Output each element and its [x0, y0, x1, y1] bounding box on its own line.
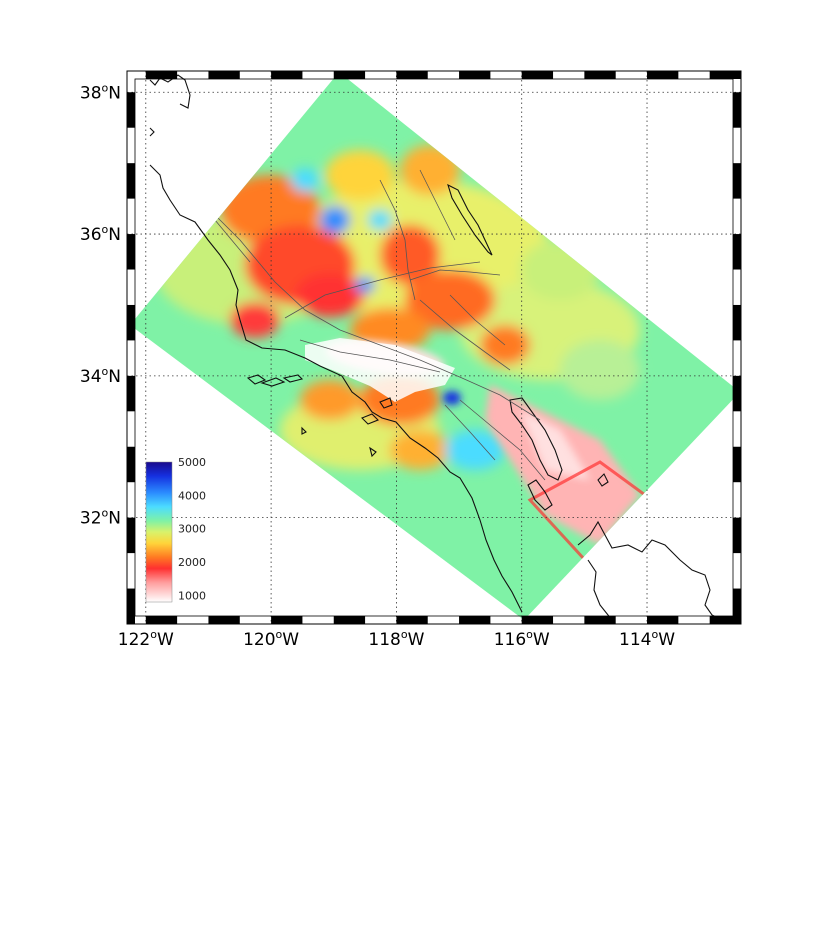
- colorbar: 5000 4000 3000 2000 1000: [145, 456, 206, 603]
- lat-tick-label-1: 36oN: [80, 223, 121, 245]
- colorbar-tick-label-1: 4000: [178, 489, 206, 502]
- lon-tick-label-2: 118oW: [368, 628, 424, 650]
- lon-tick-label-3: 116oW: [494, 628, 550, 650]
- lat-tick-label-3: 32oN: [80, 507, 121, 529]
- colorbar-tick-label-3: 2000: [178, 556, 206, 569]
- lat-tick-label-0: 38oN: [80, 81, 121, 103]
- colorbar-tick-label-2: 3000: [178, 523, 206, 536]
- latitude-tick-labels: 38oN 36oN 34oN 32oN: [80, 81, 121, 528]
- colorbar-tick-label-0: 5000: [178, 456, 206, 469]
- longitude-tick-labels: 122oW 120oW 118oW 116oW 114oW: [118, 628, 675, 650]
- lon-tick-label-0: 122oW: [118, 628, 174, 650]
- colorbar-scale: [145, 461, 173, 603]
- graticule: [127, 71, 741, 624]
- map-frame: [126, 70, 742, 625]
- lon-tick-label-4: 114oW: [619, 628, 675, 650]
- colorbar-tick-label-4: 1000: [178, 589, 206, 602]
- lat-tick-label-2: 34oN: [80, 365, 121, 387]
- la-basin-white-region: [305, 338, 455, 402]
- coastline: [149, 74, 723, 621]
- lon-tick-label-1: 120oW: [243, 628, 299, 650]
